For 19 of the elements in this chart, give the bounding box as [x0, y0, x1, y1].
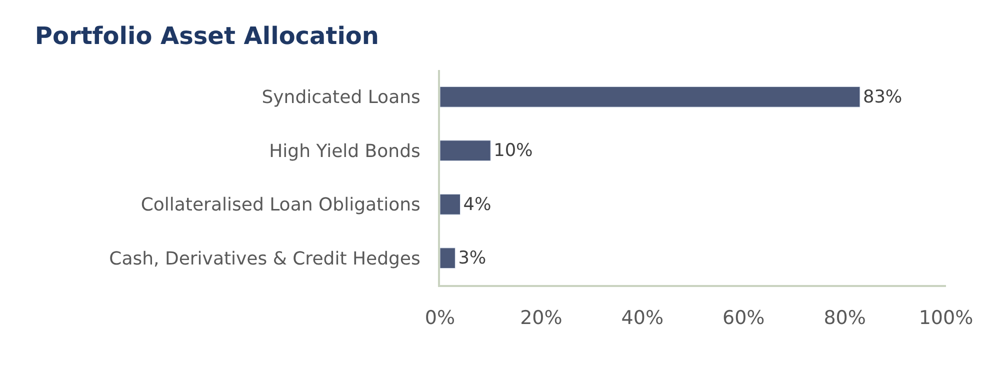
data-label: 10% [494, 141, 533, 162]
text: Portfolio Asset Allocation [34, 22, 380, 50]
bar [440, 140, 491, 162]
x-tick-label: 20% [520, 306, 562, 329]
x-tick-label: 80% [824, 306, 866, 329]
bar [440, 248, 456, 269]
bar [440, 86, 860, 108]
y-tick-label: Collateralised Loan Obligations [140, 194, 420, 216]
x-tick-label: 40% [621, 306, 664, 329]
y-tick-label: Syndicated Loans [262, 87, 420, 108]
x-tick-label: 100% [918, 306, 974, 329]
data-label: 4% [463, 194, 492, 215]
y-tick-label: Cash, Derivatives & Credit Hedges [109, 248, 420, 270]
y-tick-label: High Yield Bonds [269, 140, 420, 162]
data-label: 83% [862, 87, 902, 108]
data-label: 3% [458, 248, 486, 269]
x-tick-label: 60% [722, 306, 765, 329]
x-tick-label: 0% [424, 306, 456, 329]
bar [440, 194, 460, 215]
